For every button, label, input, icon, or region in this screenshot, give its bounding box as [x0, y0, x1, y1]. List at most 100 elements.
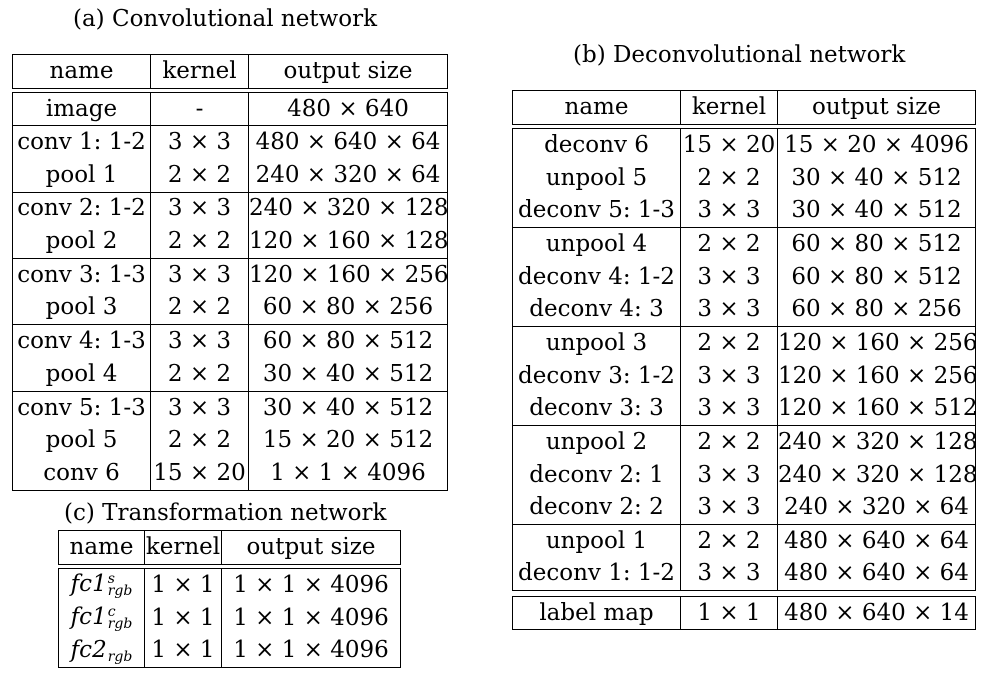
output-size-cell: 120 × 160 × 128 — [248, 225, 448, 259]
kernel-cell: 3 × 3 — [150, 390, 249, 425]
name-cell: name — [512, 90, 681, 125]
kernel-cell: 2 × 2 — [680, 227, 778, 261]
name-cell: name — [58, 530, 145, 565]
output-size-cell: 480 × 640 — [248, 91, 448, 127]
output-size-cell: 480 × 640 × 64 — [777, 557, 976, 591]
table-row: deconv 5: 1-3 3 × 3 30 × 40 × 512 — [512, 194, 976, 228]
table-row: deconv 1: 1-2 3 × 3 480 × 640 × 64 — [512, 557, 976, 591]
output-size-cell: 60 × 80 × 256 — [248, 291, 448, 326]
kernel-cell: - — [150, 91, 249, 127]
name-cell: conv 5: 1-3 — [12, 390, 151, 425]
kernel-cell: 3 × 3 — [680, 458, 778, 492]
kernel-cell: 2 × 2 — [680, 425, 778, 459]
output-size-cell: 240 × 320 × 128 — [777, 458, 976, 492]
kernel-cell: 3 × 3 — [150, 191, 249, 226]
name-cell: deconv 2: 2 — [512, 491, 681, 525]
name-cell: deconv 6 — [512, 128, 681, 162]
output-size-cell: 60 × 80 × 512 — [777, 260, 976, 294]
kernel-cell: kernel — [680, 90, 778, 125]
kernel-cell: 2 × 2 — [150, 424, 249, 458]
kernel-cell: 15 × 20 — [150, 457, 249, 492]
name-cell: unpool 3 — [512, 326, 681, 360]
kernel-cell: 2 × 2 — [680, 326, 778, 360]
kernel-cell: 3 × 3 — [680, 392, 778, 426]
kernel-cell: 2 × 2 — [150, 358, 249, 392]
table-row: conv 6 15 × 20 1 × 1 × 4096 — [12, 457, 448, 492]
name-cell: unpool 5 — [512, 161, 681, 195]
output-size-cell: 240 × 320 × 128 — [248, 191, 448, 226]
name-cell: deconv 1: 1-2 — [512, 557, 681, 591]
output-size-cell: 480 × 640 × 64 — [248, 125, 448, 159]
kernel-cell: 3 × 3 — [150, 257, 249, 292]
output-size-cell: output size — [248, 54, 448, 89]
name-cell: name — [12, 54, 151, 89]
table-row: image -480 × 640 — [12, 91, 448, 127]
output-size-cell: 120 × 160 × 256 — [248, 257, 448, 292]
output-size-cell: 480 × 640 × 14 — [777, 596, 976, 630]
kernel-cell: 1 × 1 — [144, 601, 222, 635]
output-size-cell: 1 × 1 × 4096 — [221, 568, 401, 602]
name-cell: conv 2: 1-2 — [12, 191, 151, 226]
output-size-cell: 240 × 320 × 128 — [777, 425, 976, 459]
conv-network-table: name kernel output size image -480 × 640 conv… — [12, 54, 448, 492]
output-size-cell: 60 × 80 × 512 — [777, 227, 976, 261]
output-size-cell: 240 × 320 × 64 — [777, 491, 976, 525]
layer-name: fc1 — [70, 571, 107, 598]
name-cell: pool 3 — [12, 291, 151, 326]
layer-name: fc1 — [70, 604, 107, 630]
kernel-cell: 2 × 2 — [150, 291, 249, 326]
name-cell: deconv 5: 1-3 — [512, 194, 681, 228]
output-size-cell: 30 × 40 × 512 — [248, 390, 448, 425]
table-row: conv 4: 1-3 3 × 3 60 × 80 × 512 — [12, 324, 448, 358]
output-size-cell: 120 × 160 × 256 — [777, 326, 976, 360]
name-cell: pool 4 — [12, 358, 151, 392]
deconv-network-table: name kernel output size deconv 6 15 × 20 15 ×… — [512, 90, 976, 630]
name-cell: pool 5 — [12, 424, 151, 458]
header-row: name kernel output size — [512, 90, 976, 125]
kernel-cell: 3 × 3 — [680, 260, 778, 294]
name-cell: label map — [512, 596, 681, 630]
name-cell: conv 1: 1-2 — [12, 125, 151, 159]
layer-subscript: rgb — [107, 616, 133, 632]
output-size-cell: 30 × 40 × 512 — [248, 358, 448, 392]
output-size-cell: 30 × 40 × 512 — [777, 161, 976, 195]
output-size-cell: 120 × 160 × 256 — [777, 359, 976, 393]
kernel-cell: 3 × 3 — [680, 359, 778, 393]
header-row: name kernel output size — [12, 54, 448, 89]
table-row: label map 1 × 1 480 × 640 × 14 — [512, 596, 976, 630]
name-cell: image — [12, 91, 151, 127]
kernel-cell: 3 × 3 — [680, 194, 778, 228]
output-size-cell: 480 × 640 × 64 — [777, 524, 976, 558]
name-cell: deconv 3: 1-2 — [512, 359, 681, 393]
output-size-cell: 120 × 160 × 512 — [777, 392, 976, 426]
layer-subscript: rgb — [107, 648, 133, 665]
kernel-cell: 3 × 3 — [150, 125, 249, 159]
output-size-cell: 1 × 1 × 4096 — [221, 601, 401, 635]
layer-superscript: c — [107, 604, 116, 620]
name-cell: fc2 rgb — [58, 634, 145, 668]
name-cell: pool 2 — [12, 225, 151, 259]
transform-table-caption: (c) Transformation network — [64, 500, 387, 526]
name-cell: pool 1 — [12, 158, 151, 193]
kernel-cell: 3 × 3 — [680, 491, 778, 525]
layer-name: fc2 — [70, 636, 107, 663]
output-size-cell: 60 × 80 × 512 — [248, 324, 448, 358]
name-cell: unpool 4 — [512, 227, 681, 261]
output-size-cell: output size — [221, 530, 401, 565]
output-size-cell: 240 × 320 × 64 — [248, 158, 448, 193]
table-row: conv 1: 1-2 3 × 3 480 × 640 × 64 — [12, 125, 448, 159]
name-cell: conv 4: 1-3 — [12, 324, 151, 358]
